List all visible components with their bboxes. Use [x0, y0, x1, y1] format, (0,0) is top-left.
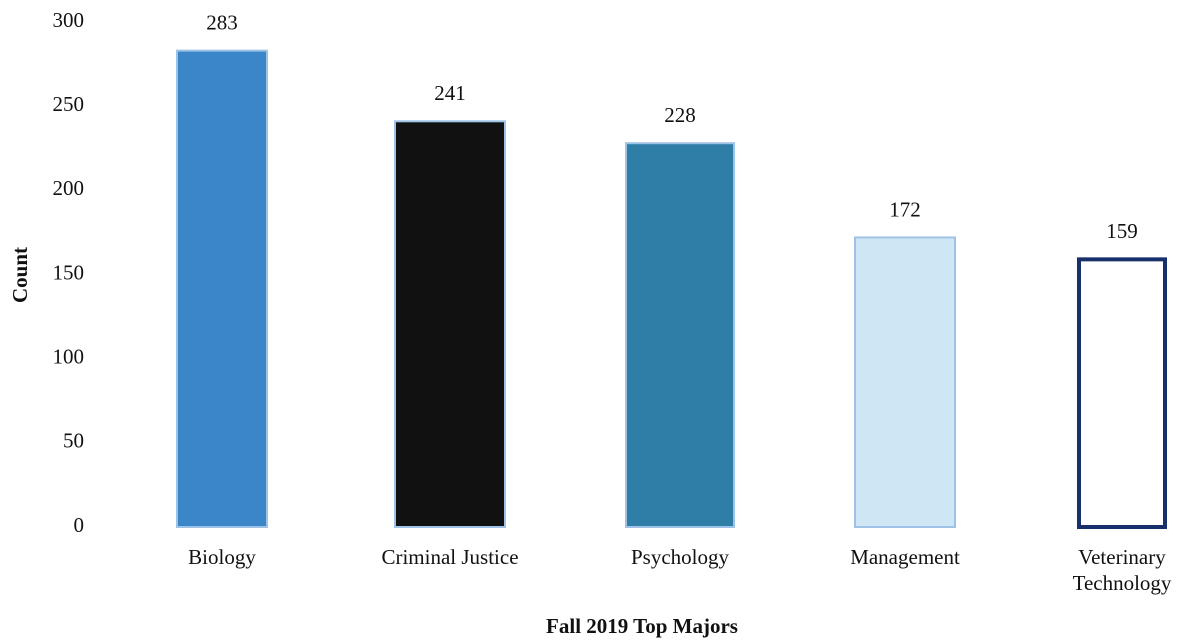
bar [394, 120, 506, 528]
x-tick-label: Biology [188, 545, 256, 569]
y-tick-label: 100 [53, 344, 85, 368]
y-tick-label: 150 [53, 260, 85, 284]
y-axis-title: Count [8, 247, 32, 303]
y-tick-label: 50 [63, 429, 84, 453]
bar [854, 236, 956, 528]
x-tick-label: Veterinary Technology [1072, 545, 1172, 595]
x-tick-label: Management [850, 545, 960, 569]
x-tick-label: Criminal Justice [381, 545, 519, 569]
value-label: 159 [1106, 219, 1138, 243]
value-label: 228 [664, 103, 696, 127]
bar [1077, 257, 1167, 529]
x-tick-label: Psychology [630, 545, 729, 569]
y-tick-label: 250 [53, 92, 85, 116]
value-label: 241 [434, 81, 466, 105]
value-label: 283 [206, 10, 238, 34]
value-label: 172 [889, 197, 921, 221]
bar [176, 49, 268, 528]
x-axis-title: Fall 2019 Top Majors [546, 614, 738, 638]
y-tick-label: 300 [53, 8, 85, 32]
bar [625, 142, 735, 528]
y-tick-label: 200 [53, 176, 85, 200]
y-tick-label: 0 [74, 513, 85, 537]
